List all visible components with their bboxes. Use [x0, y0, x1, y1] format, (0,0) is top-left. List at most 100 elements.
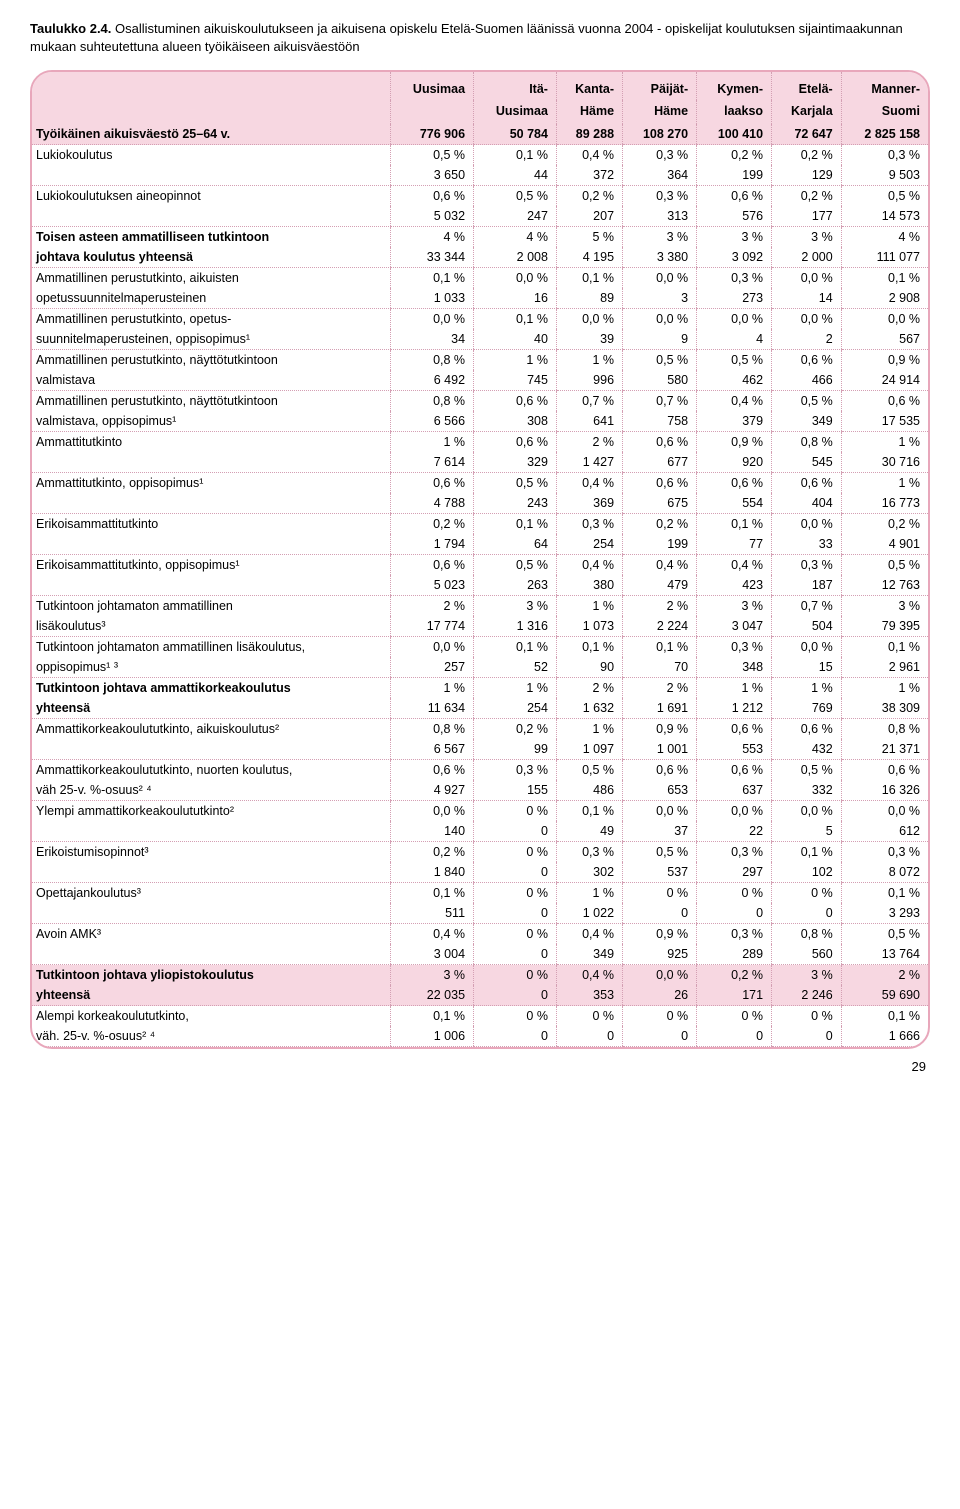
data-cell: 64: [474, 534, 557, 555]
data-cell: 0,5 %: [623, 842, 697, 863]
data-cell: 33: [772, 534, 842, 555]
data-cell: 187: [772, 575, 842, 596]
data-cell: 1 632: [556, 698, 622, 719]
row-label: Ammatillinen perustutkinto, aikuisten: [32, 268, 391, 289]
row-label: Tutkintoon johtamaton ammatillinen lisäk…: [32, 637, 391, 658]
data-cell: 2 008: [474, 247, 557, 268]
row-label: Erikoisammattitutkinto, oppisopimus¹: [32, 555, 391, 576]
data-cell: 1 840: [391, 862, 474, 883]
data-cell: 1 %: [841, 473, 928, 494]
table-row: Erikoisammattitutkinto0,2 %0,1 %0,3 %0,2…: [32, 514, 928, 535]
data-cell: 1 %: [841, 678, 928, 699]
row-label: Tutkintoon johtava ammattikorkeakoulutus: [32, 678, 391, 699]
data-cell: 6 566: [391, 411, 474, 432]
data-cell: 0,9 %: [841, 350, 928, 371]
data-cell: 4 927: [391, 780, 474, 801]
data-cell: 247: [474, 206, 557, 227]
row-label: [32, 165, 391, 186]
data-cell: 155: [474, 780, 557, 801]
data-cell: 0,5 %: [474, 473, 557, 494]
table-row: yhteensä22 0350353261712 24659 690: [32, 985, 928, 1006]
data-cell: 199: [697, 165, 772, 186]
data-cell: 0: [772, 903, 842, 924]
data-cell: 2 224: [623, 616, 697, 637]
data-cell: 2: [772, 329, 842, 350]
data-cell: 199: [623, 534, 697, 555]
data-cell: 9: [623, 329, 697, 350]
data-cell: 432: [772, 739, 842, 760]
table-head: UusimaaItä-Kanta-Päijät-Kymen-Etelä-Mann…: [32, 72, 928, 124]
data-cell: 0,6 %: [623, 760, 697, 781]
data-cell: 1 427: [556, 452, 622, 473]
data-cell: 0,2 %: [391, 514, 474, 535]
table-row: oppisopimus¹ ³257529070348152 961: [32, 657, 928, 678]
data-cell: 3 %: [697, 227, 772, 248]
data-cell: 0,5 %: [772, 391, 842, 412]
data-cell: 0 %: [474, 924, 557, 945]
data-cell: 3 293: [841, 903, 928, 924]
data-cell: 0,6 %: [474, 432, 557, 453]
table-row: Ammatillinen perustutkinto, opetus-0,0 %…: [32, 309, 928, 330]
data-cell: 34: [391, 329, 474, 350]
data-cell: 349: [556, 944, 622, 965]
data-cell: 0: [474, 821, 557, 842]
data-cell: 0,6 %: [391, 555, 474, 576]
table-row: lisäkoulutus³17 7741 3161 0732 2243 0475…: [32, 616, 928, 637]
data-cell: 177: [772, 206, 842, 227]
data-cell: 70: [623, 657, 697, 678]
data-cell: 0,1 %: [391, 1006, 474, 1027]
data-cell: 2 908: [841, 288, 928, 309]
data-cell: 3: [623, 288, 697, 309]
data-cell: 1 691: [623, 698, 697, 719]
row-label: Ylempi ammattikorkeakoulututkinto²: [32, 801, 391, 822]
row-label: väh 25-v. %-osuus² ⁴: [32, 780, 391, 801]
data-cell: 0,8 %: [391, 719, 474, 740]
data-cell: 511: [391, 903, 474, 924]
row-label: Erikoistumisopinnot³: [32, 842, 391, 863]
data-cell: 0,8 %: [772, 432, 842, 453]
data-cell: 4 %: [474, 227, 557, 248]
table-row: Toisen asteen ammatilliseen tutkintoon4 …: [32, 227, 928, 248]
table-row: Erikoisammattitutkinto, oppisopimus¹0,6 …: [32, 555, 928, 576]
data-cell: 2 %: [841, 965, 928, 986]
data-cell: 3 %: [772, 227, 842, 248]
row-label: Tutkintoon johtamaton ammatillinen: [32, 596, 391, 617]
data-cell: 0,1 %: [697, 514, 772, 535]
data-cell: 90: [556, 657, 622, 678]
data-cell: 0,6 %: [772, 473, 842, 494]
data-cell: 369: [556, 493, 622, 514]
data-cell: 21 371: [841, 739, 928, 760]
data-cell: 423: [697, 575, 772, 596]
data-cell: 0,0 %: [391, 637, 474, 658]
data-cell: 637: [697, 780, 772, 801]
data-cell: 111 077: [841, 247, 928, 268]
data-cell: 0,2 %: [556, 186, 622, 207]
data-cell: 0,1 %: [841, 883, 928, 904]
row-label: Ammattitutkinto, oppisopimus¹: [32, 473, 391, 494]
data-cell: 349: [772, 411, 842, 432]
data-cell: 0: [623, 1026, 697, 1047]
data-cell: 0,0 %: [841, 309, 928, 330]
data-cell: 3 %: [697, 596, 772, 617]
data-cell: 1 %: [474, 678, 557, 699]
data-cell: 0,4 %: [556, 555, 622, 576]
title-prefix: Taulukko 2.4.: [30, 21, 111, 36]
table-row: väh. 25-v. %-osuus² ⁴1 006000001 666: [32, 1026, 928, 1047]
data-cell: 1 006: [391, 1026, 474, 1047]
data-cell: 2 %: [556, 432, 622, 453]
data-cell: 0,0 %: [697, 801, 772, 822]
data-cell: 100 410: [697, 124, 772, 145]
table-row: yhteensä11 6342541 6321 6911 21276938 30…: [32, 698, 928, 719]
data-cell: 0: [474, 903, 557, 924]
data-cell: 0 %: [474, 1006, 557, 1027]
data-cell: 22 035: [391, 985, 474, 1006]
data-cell: 0,2 %: [391, 842, 474, 863]
data-cell: 0,6 %: [474, 391, 557, 412]
column-header: [32, 100, 391, 124]
row-label: [32, 534, 391, 555]
data-cell: 3 %: [841, 596, 928, 617]
data-cell: 0,3 %: [697, 842, 772, 863]
data-cell: 379: [697, 411, 772, 432]
column-header: Häme: [556, 100, 622, 124]
data-cell: 364: [623, 165, 697, 186]
